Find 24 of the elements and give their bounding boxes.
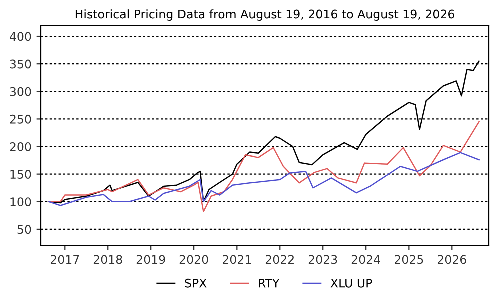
line-series [48,152,480,206]
y-tick-label: 300 [10,87,32,96]
y-tick-label: 200 [10,142,32,152]
x-tick-label: 2018 [94,255,122,264]
y-tick-label: 50 [18,225,32,234]
x-tick-label: 2023 [308,255,338,264]
legend-label: XLU UP [330,279,372,288]
x-tick-label: 2017 [50,255,80,264]
line-series [48,121,480,212]
x-tick-label: 2022 [266,255,294,264]
y-tick-label: 100 [10,198,32,207]
y-tick-label: 250 [10,114,32,124]
x-tick-label: 2024 [352,255,380,264]
legend-label: SPX [185,278,207,288]
legend-label: RTY [259,279,280,288]
x-tick-label: 2021 [222,255,252,264]
x-tick-label: 2019 [136,255,166,264]
y-tick-label: 350 [10,60,32,69]
x-tick-label: 2025 [395,255,424,264]
x-tick-label: 2020 [180,255,208,264]
chart-title: Historical Pricing Data from August 19, 2016 to August 19, 2026 [76,10,454,22]
x-tick-label: 2026 [438,255,466,264]
y-tick-label: 150 [10,170,32,179]
y-tick-label: 400 [10,32,32,42]
